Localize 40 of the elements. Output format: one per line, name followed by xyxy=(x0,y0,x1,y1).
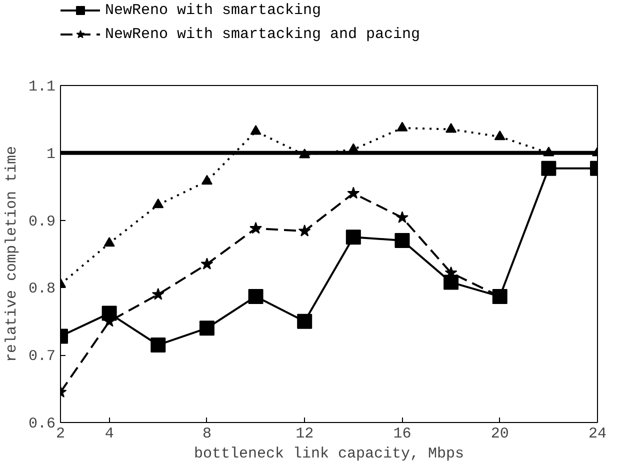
point xyxy=(541,160,556,176)
point xyxy=(298,224,311,236)
point xyxy=(297,314,312,329)
point xyxy=(346,230,361,245)
point xyxy=(199,320,214,336)
point xyxy=(104,236,115,247)
point xyxy=(250,125,262,135)
x-tick-label: 12 xyxy=(296,426,314,442)
y-tick-label: 0.9 xyxy=(28,213,56,230)
legend-label: NewReno with smartacking and pacing xyxy=(105,26,420,42)
point xyxy=(494,130,506,140)
point xyxy=(201,174,212,185)
point xyxy=(394,233,410,248)
y-axis-title: relative completion time xyxy=(3,146,20,362)
point xyxy=(248,288,264,304)
legend-label: NewReno with smartacking xyxy=(105,2,322,18)
point xyxy=(543,146,554,156)
point xyxy=(347,186,360,199)
x-tick-label: 20 xyxy=(490,426,509,442)
point xyxy=(150,337,166,352)
point xyxy=(444,274,459,290)
point xyxy=(152,288,164,300)
point xyxy=(299,148,310,158)
y-tick-label: 1 xyxy=(46,146,56,163)
point xyxy=(396,211,408,223)
y-tick-label: 0.6 xyxy=(28,416,56,432)
x-tick-label: 24 xyxy=(588,426,607,442)
x-axis-title: bottleneck link capacity, Mbps xyxy=(194,446,464,462)
point xyxy=(396,122,408,132)
x-tick-label: 4 xyxy=(104,426,114,442)
point xyxy=(200,258,214,270)
y-tick-label: 0.8 xyxy=(28,280,56,298)
point xyxy=(446,123,457,133)
y-tick-label: 0.7 xyxy=(28,348,56,366)
x-tick-label: 16 xyxy=(393,426,412,442)
point xyxy=(250,222,262,234)
x-tick-label: 8 xyxy=(202,426,212,442)
x-tick-label: 2 xyxy=(56,426,66,442)
point xyxy=(152,198,164,208)
y-tick-label: 1.1 xyxy=(28,78,56,96)
